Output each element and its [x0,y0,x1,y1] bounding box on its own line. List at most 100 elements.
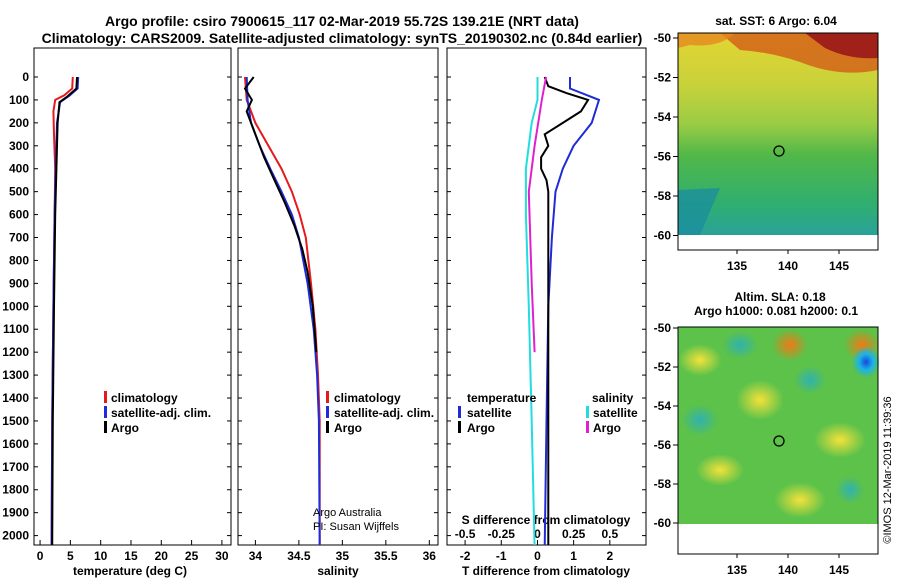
map-y-tick-label: -54 [654,399,672,413]
depth-tick-label: 1800 [2,483,29,497]
x-tick-label: 34 [249,549,263,563]
legend-t-argo: Argo [467,421,495,435]
legend-satellite: satellite-adj. clim. [111,406,211,420]
sla-map-title-line1: Altim. SLA: 0.18 [734,290,826,304]
x-tick-label: -2 [460,549,471,563]
depth-tick-label: 700 [9,231,29,245]
map-x-tick-label: 145 [829,563,849,577]
legend-salinity-heading: salinity [592,391,634,405]
sla-teal-patch [836,476,864,504]
legend-swatch-argo [104,421,107,433]
series-line-satellite-adj-clim [245,76,321,545]
legend-swatch-climatology [326,391,329,403]
map-x-tick-label: 135 [727,259,747,273]
sla-low-anomaly [852,346,880,378]
depth-tick-label: 500 [9,185,29,199]
depth-tick-label: 1700 [2,460,29,474]
difference-legend: temperature satellite Argo salinity sate… [458,391,638,435]
series-line-satellite-adj-clim [50,76,80,545]
x-tick-label: 35.5 [374,549,398,563]
map-y-tick-label: -52 [654,71,672,85]
map-y-tick-label: -58 [654,477,672,491]
series-line-argo [243,76,318,353]
map-y-tick-label: -60 [654,516,672,530]
s-diff-tick-label: 0.25 [562,527,586,541]
legend-swatch-t-satellite [458,406,461,418]
sla-no-data [678,524,878,554]
map-y-tick-label: -54 [654,110,672,124]
depth-tick-label: 1900 [2,506,29,520]
legend-swatch-satellite [104,406,107,418]
x-tick-label: 2 [606,549,613,563]
legend-argo: Argo [334,421,362,435]
series-line-satellite-temperature [543,77,601,545]
difference-lines [524,76,601,545]
depth-tick-label: 1500 [2,414,29,428]
depth-tick-label: 1200 [2,345,29,359]
map-x-tick-label: 140 [778,259,798,273]
x-tick-label: 10 [94,549,108,563]
salinity-x-axis: 34 34.5 35 35.5 36 [249,540,436,563]
sla-teal-patch [794,366,826,394]
legend-swatch-argo [326,421,329,433]
s-diff-tick-label: -0.25 [488,527,516,541]
depth-tick-label: 1300 [2,368,29,382]
sla-teal-patch [722,331,758,359]
sst-map-axes: -50 -52 -54 -56 -58 -60 135 140 145 [654,31,850,273]
s-diff-tick-label: 0.5 [601,527,618,541]
depth-tick-label: 0 [22,70,29,84]
temperature-x-axis: 0 5 10 15 20 25 30 [37,540,229,563]
series-line-argo-salinity [527,76,548,353]
sla-map [677,326,880,555]
legend-satellite: satellite-adj. clim. [334,406,434,420]
map-x-tick-label: 135 [727,563,747,577]
salinity-lines [243,76,321,545]
map-y-tick-label: -52 [654,360,672,374]
difference-panel-frame [446,47,647,546]
x-tick-label: 0 [534,549,541,563]
sst-hot-patch [805,33,878,59]
sst-map [677,32,879,251]
x-tick-label: 30 [215,549,229,563]
argo-location-marker [773,145,785,157]
legend-argo: Argo [111,421,139,435]
depth-tick-label: 100 [9,93,29,107]
map-y-tick-label: -56 [654,150,672,164]
x-tick-label: 5 [67,549,74,563]
sla-map-frame [677,326,879,555]
sla-teal-patch [682,404,718,436]
depth-tick-label: 900 [9,276,29,290]
figure-title-line2: Climatology: CARS2009. Satellite-adjuste… [42,30,643,46]
t-difference-axis-label: T difference from climatology [462,564,630,578]
map-y-tick-label: -50 [654,321,672,335]
imos-watermark: ©IMOS 12-Mar-2019 11:39:36 [882,396,894,543]
map-x-tick-label: 145 [829,259,849,273]
x-tick-label: 25 [185,549,199,563]
credit-line2: PI: Susan Wijffels [313,521,399,533]
t-difference-x-axis: -2 -1 0 1 2 [460,540,613,563]
sla-yellow-patch [814,422,866,458]
sst-cool-patch [678,188,720,235]
sst-warm-patch-west [678,33,735,48]
temperature-panel-frame [33,47,232,546]
depth-tick-label: 200 [9,116,29,130]
credit-line1: Argo Australia [313,507,382,519]
temperature-lines [50,76,80,545]
legend-s-argo: Argo [593,421,621,435]
legend-temperature-heading: temperature [467,391,537,405]
legend-s-satellite: satellite [593,406,638,420]
map-y-tick-label: -50 [654,31,672,45]
sla-map-title-line2: Argo h1000: 0.081 h2000: 0.1 [694,304,858,318]
depth-tick-label: 400 [9,162,29,176]
legend-climatology: climatology [334,391,401,405]
s-diff-tick-label: -0.5 [455,527,476,541]
sla-yellow-patch [736,380,784,420]
salinity-panel-frame [237,47,439,546]
s-difference-axis-label: S difference from climatology [462,513,631,527]
argo-location-marker [773,435,785,447]
temperature-axis-label: temperature (deg C) [73,564,187,578]
legend-swatch-s-satellite [586,406,589,418]
legend-swatch-s-argo [586,421,589,433]
depth-tick-label: 600 [9,208,29,222]
sla-map-axes: -50 -52 -54 -56 -58 -60 135 140 145 [654,321,850,577]
